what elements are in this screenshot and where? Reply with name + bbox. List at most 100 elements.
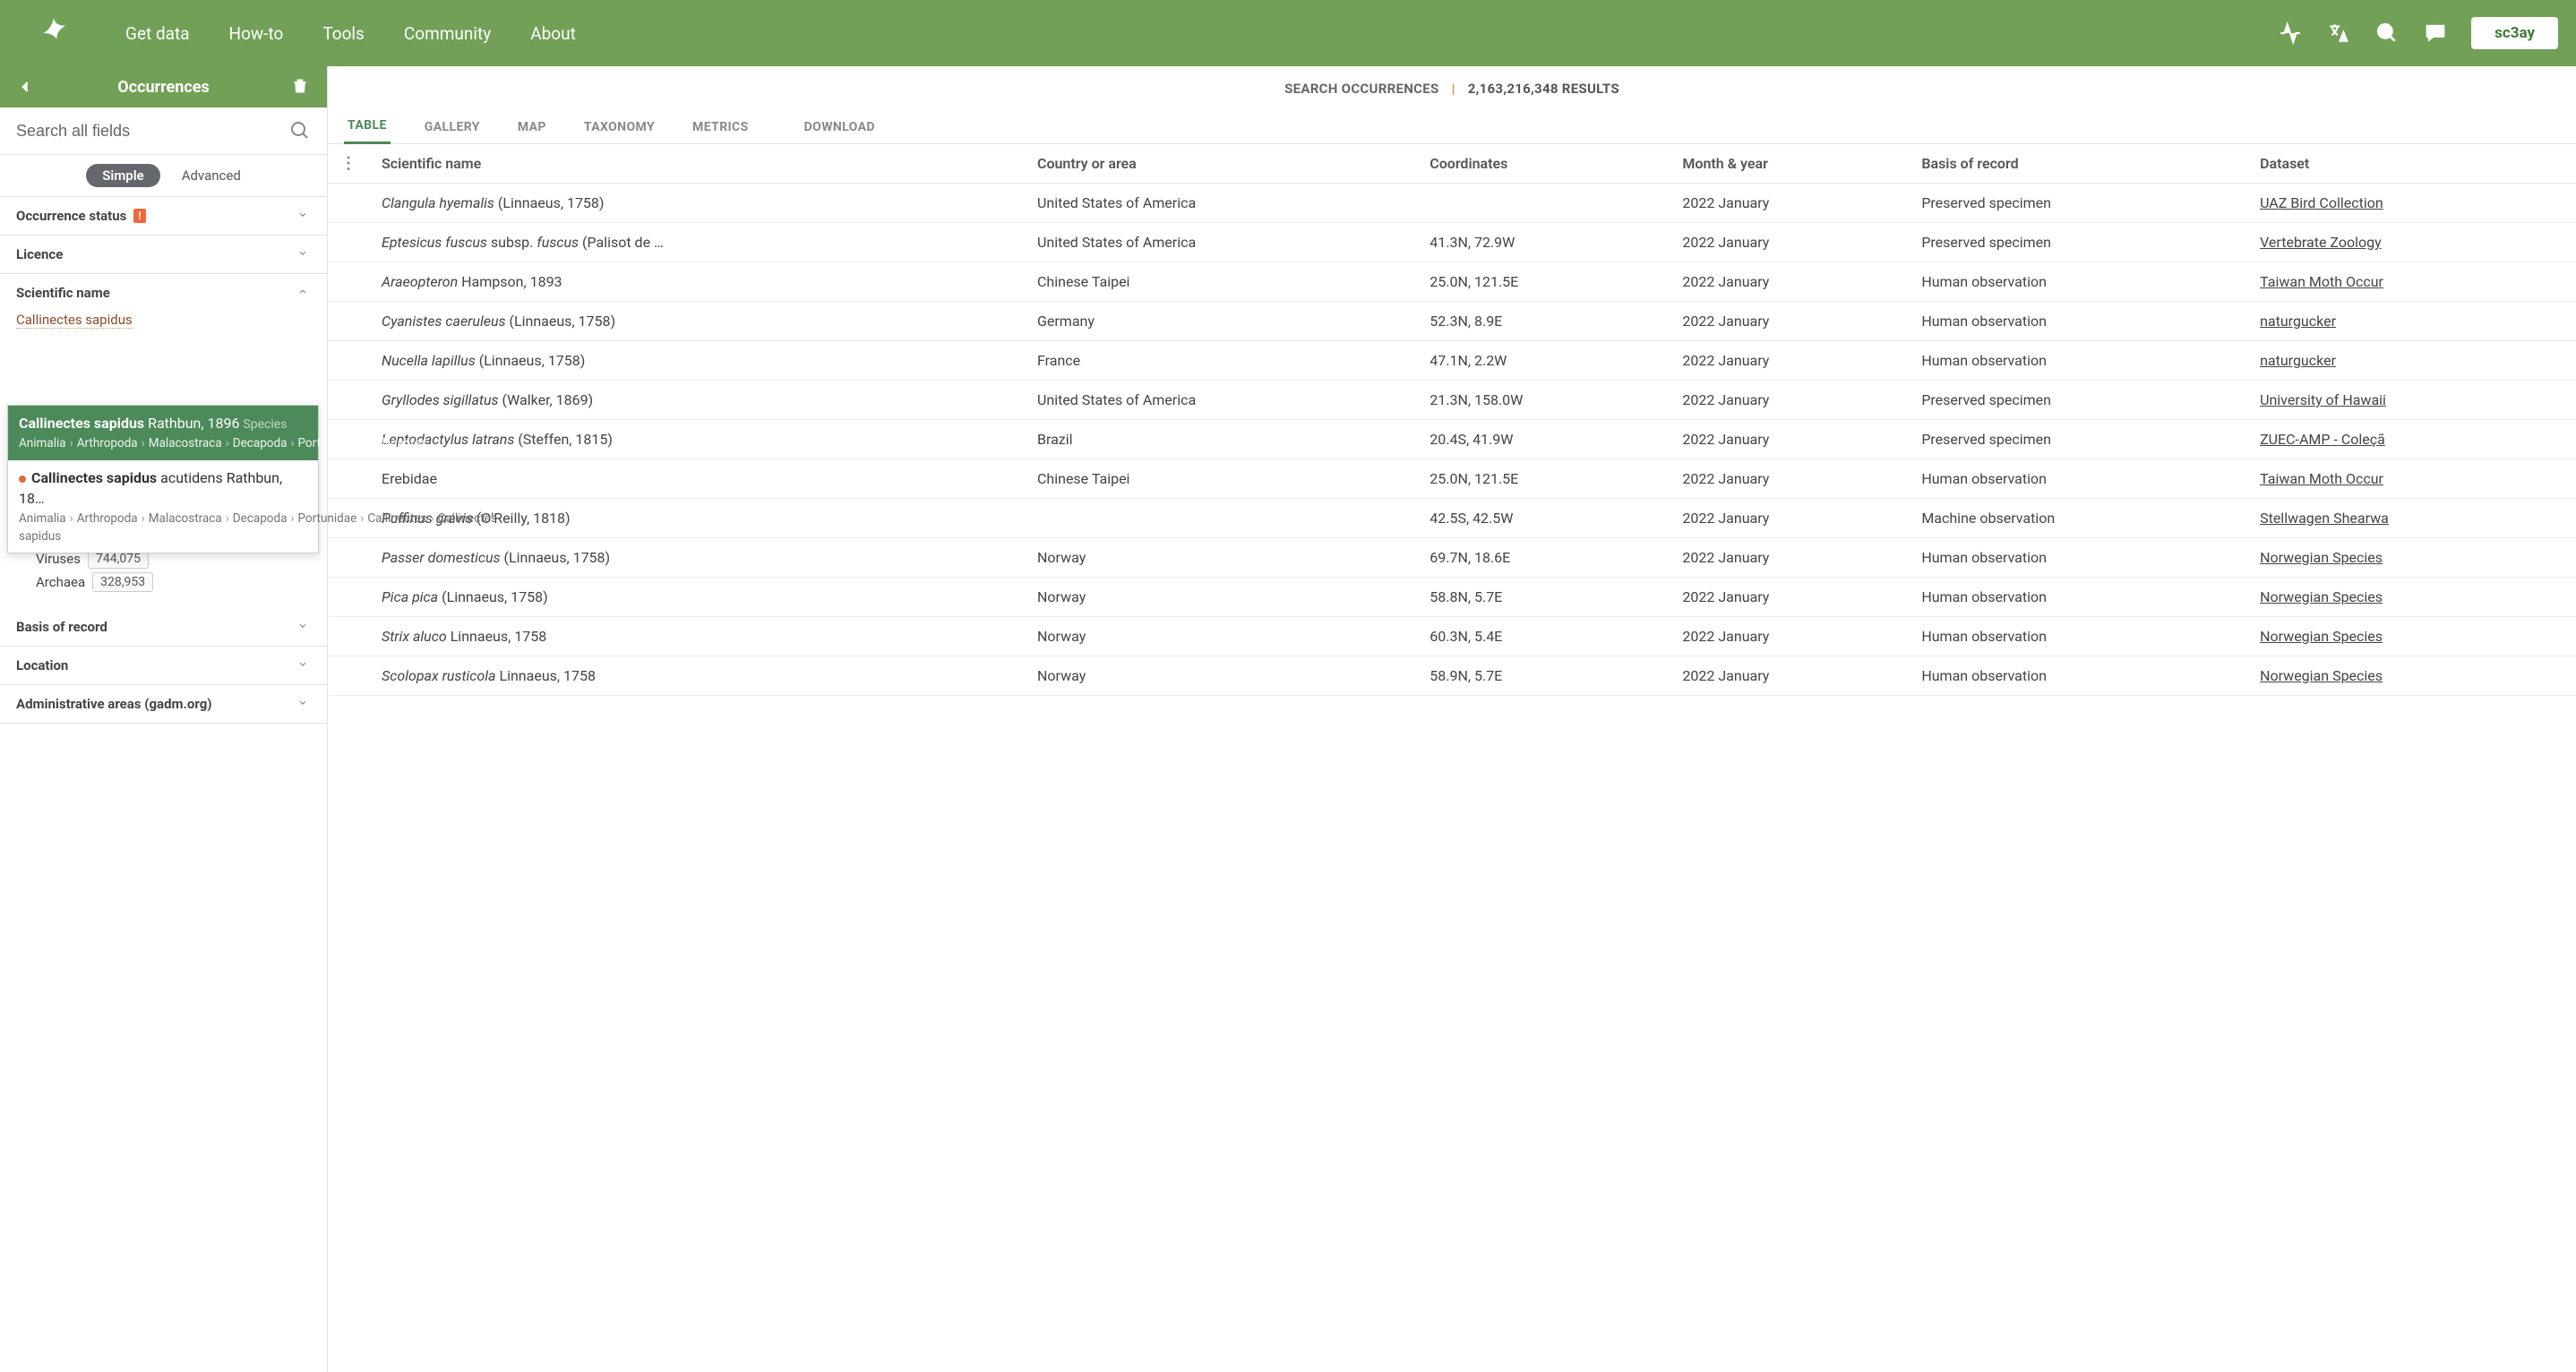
taxon-row[interactable]: Archaea328,953 (36, 572, 311, 592)
status-dot-icon (19, 476, 26, 483)
table-row[interactable]: Cyanistes caeruleus (Linnaeus, 1758)Germ… (328, 302, 2576, 341)
search-icon[interactable] (2374, 21, 2400, 46)
filter-licence[interactable]: Licence (0, 236, 327, 274)
col-month-year[interactable]: Month & year (1670, 144, 1909, 184)
cell-dataset[interactable]: Taiwan Moth Occur (2247, 262, 2576, 302)
table-row[interactable]: Puffinus gravis (O'Reilly, 1818)42.5S, 4… (328, 499, 2576, 538)
top-right-icons: sc3ay (2278, 17, 2558, 49)
results-divider: | (1452, 81, 1455, 97)
filter-occurrence-status-label: Occurrence status (16, 208, 126, 224)
clear-filters-icon[interactable] (291, 77, 311, 97)
search-input-icon[interactable] (289, 120, 311, 141)
table-row[interactable]: Gryllodes sigillatus (Walker, 1869)Unite… (328, 381, 2576, 420)
activity-icon[interactable] (2278, 21, 2303, 46)
mode-advanced[interactable]: Advanced (182, 164, 241, 187)
scientific-name-input[interactable]: Callinectes sapidus (16, 312, 133, 329)
cell-dataset[interactable]: Stellwagen Shearwa (2247, 499, 2576, 538)
feedback-icon[interactable] (2423, 21, 2448, 46)
results-count: 2,163,216,348 RESULTS (1468, 81, 1619, 97)
tab-gallery[interactable]: GALLERY (421, 111, 484, 143)
cell-dataset[interactable]: naturgucker (2247, 341, 2576, 381)
results-table-wrap[interactable]: ⋮ Scientific name Country or area Coordi… (328, 144, 2576, 1372)
top-navbar: Get data How-to Tools Community About sc… (0, 0, 2576, 66)
tab-download[interactable]: DOWNLOAD (783, 111, 879, 143)
panel-title: Occurrences (117, 78, 209, 97)
table-row[interactable]: Eptesicus fuscus subsp. fuscus (Palisot … (328, 223, 2576, 262)
nav-how-to[interactable]: How-to (229, 23, 284, 44)
filter-admin-areas[interactable]: Administrative areas (gadm.org) (0, 685, 327, 724)
column-menu-icon[interactable]: ⋮ (340, 156, 356, 172)
mode-simple[interactable]: Simple (86, 164, 160, 187)
autocomplete-option[interactable]: Callinectes sapidus Rathbun, 1896 Specie… (8, 406, 318, 460)
autocomplete-breadcrumb: Animalia›Arthropoda›Malacostraca›Decapod… (19, 510, 307, 545)
cell-month-year: 2022 January (1670, 302, 1909, 341)
filter-location[interactable]: Location (0, 647, 327, 685)
cell-month-year: 2022 January (1670, 617, 1909, 656)
back-icon[interactable] (16, 77, 36, 97)
table-row[interactable]: Scolopax rusticola Linnaeus, 1758Norway5… (328, 656, 2576, 696)
tab-table[interactable]: TABLE (344, 109, 391, 144)
cell-scientific-name: Clangula hyemalis (Linnaeus, 1758) (369, 184, 1025, 223)
cell-month-year: 2022 January (1670, 223, 1909, 262)
cell-dataset[interactable]: ZUEC-AMP - Coleçã (2247, 420, 2576, 459)
table-row[interactable]: Araeopteron Hampson, 1893Chinese Taipei2… (328, 262, 2576, 302)
cell-month-year: 2022 January (1670, 381, 1909, 420)
table-row[interactable]: Pica pica (Linnaeus, 1758)Norway58.8N, 5… (328, 578, 2576, 617)
chevron-down-icon (296, 697, 311, 711)
tab-map[interactable]: MAP (514, 111, 550, 143)
cell-dataset[interactable]: University of Hawaii (2247, 381, 2576, 420)
filter-licence-label: Licence (16, 246, 63, 262)
cell-basis: Human observation (1909, 656, 2247, 696)
cell-coordinates: 52.3N, 8.9E (1417, 302, 1670, 341)
cell-coordinates: 47.1N, 2.2W (1417, 341, 1670, 381)
cell-dataset[interactable]: Norwegian Species (2247, 656, 2576, 696)
cell-dataset[interactable]: Norwegian Species (2247, 578, 2576, 617)
col-basis[interactable]: Basis of record (1909, 144, 2247, 184)
nav-tools[interactable]: Tools (322, 23, 365, 44)
cell-country: United States of America (1025, 381, 1417, 420)
cell-dataset[interactable]: Vertebrate Zoology (2247, 223, 2576, 262)
cell-dataset[interactable]: UAZ Bird Collection (2247, 184, 2576, 223)
autocomplete-primary: Callinectes sapidus (31, 469, 157, 486)
results-table: ⋮ Scientific name Country or area Coordi… (328, 144, 2576, 696)
autocomplete-option[interactable]: Callinectes sapidus acutidens Rathbun, 1… (8, 460, 318, 553)
nav-get-data[interactable]: Get data (125, 23, 190, 44)
table-row[interactable]: ErebidaeChinese Taipei25.0N, 121.5E2022 … (328, 459, 2576, 499)
language-icon[interactable] (2326, 21, 2351, 46)
brand-logo[interactable] (0, 15, 107, 51)
chevron-down-icon (296, 247, 311, 262)
cell-dataset[interactable]: Norwegian Species (2247, 617, 2576, 656)
filter-scientific-name[interactable]: Scientific name (0, 274, 327, 312)
cell-basis: Human observation (1909, 262, 2247, 302)
table-row[interactable]: Strix aluco Linnaeus, 1758Norway60.3N, 5… (328, 617, 2576, 656)
col-country[interactable]: Country or area (1025, 144, 1417, 184)
cell-country: Chinese Taipei (1025, 262, 1417, 302)
cell-dataset[interactable]: naturgucker (2247, 302, 2576, 341)
cell-dataset[interactable]: Taiwan Moth Occur (2247, 459, 2576, 499)
taxon-name: Archaea (36, 574, 85, 590)
col-dataset[interactable]: Dataset (2247, 144, 2576, 184)
warning-badge: ! (133, 209, 145, 223)
filter-occurrence-status[interactable]: Occurrence status ! (0, 197, 327, 236)
cell-country: United States of America (1025, 184, 1417, 223)
cell-scientific-name: Passer domesticus (Linnaeus, 1758) (369, 538, 1025, 578)
filter-panel: Occurrences Simple Advanced Occurrence s… (0, 66, 328, 1372)
nav-community[interactable]: Community (404, 23, 491, 44)
table-row[interactable]: Leptodactylus latrans (Steffen, 1815)Bra… (328, 420, 2576, 459)
tab-taxonomy[interactable]: TAXONOMY (580, 111, 658, 143)
chevron-down-icon (296, 620, 311, 634)
col-coordinates[interactable]: Coordinates (1417, 144, 1670, 184)
cell-dataset[interactable]: Norwegian Species (2247, 538, 2576, 578)
search-all-fields-input[interactable] (16, 122, 289, 141)
col-scientific-name[interactable]: Scientific name (369, 144, 1025, 184)
table-row[interactable]: Passer domesticus (Linnaeus, 1758)Norway… (328, 538, 2576, 578)
table-row[interactable]: Nucella lapillus (Linnaeus, 1758)France4… (328, 341, 2576, 381)
cell-country: Norway (1025, 656, 1417, 696)
nav-about[interactable]: About (530, 23, 576, 44)
user-button[interactable]: sc3ay (2471, 17, 2558, 49)
cell-coordinates: 25.0N, 121.5E (1417, 459, 1670, 499)
table-row[interactable]: Clangula hyemalis (Linnaeus, 1758)United… (328, 184, 2576, 223)
filter-basis-of-record[interactable]: Basis of record (0, 608, 327, 647)
tab-metrics[interactable]: METRICS (689, 111, 752, 143)
results-summary: SEARCH OCCURRENCES | 2,163,216,348 RESUL… (328, 66, 2576, 107)
